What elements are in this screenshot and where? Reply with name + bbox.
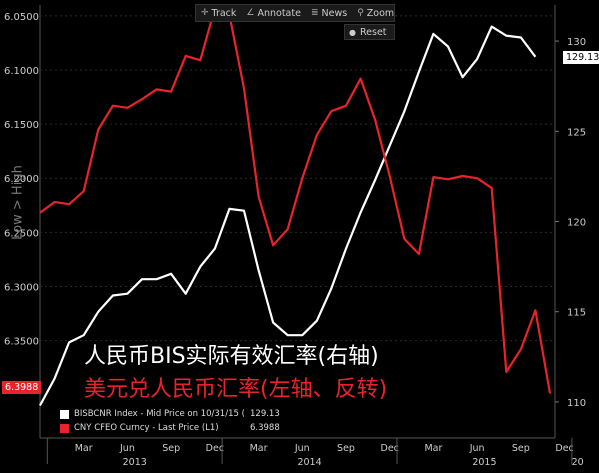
x-tick-label: Jun [469, 443, 485, 454]
x-tick-label: Jun [119, 443, 135, 454]
series-lines [39, 7, 552, 407]
x-tick-label: Sep [337, 443, 355, 454]
left-tick-label: 6.1500 [4, 120, 39, 131]
annotate-label: Annotate [257, 7, 301, 19]
x-tick-label: Sep [512, 443, 530, 454]
x-tick-label: Mar [250, 443, 268, 454]
legend-item[interactable]: BISBCNR Index - Mid Price on 10/31/15 (R… [60, 407, 290, 421]
track-button[interactable]: ✛ Track [196, 4, 241, 22]
right-tick-label: 120 [567, 218, 586, 229]
series-line-usdcny [39, 7, 552, 394]
x-year-label: 20 [572, 457, 584, 468]
legend-swatch-white [60, 409, 69, 419]
left-tick-label: 6.2500 [4, 228, 39, 239]
x-year-label: 2015 [472, 457, 496, 468]
x-tick-label: Dec [555, 443, 573, 454]
x-tick-label: Mar [424, 443, 442, 454]
right-tick-label: 130 [567, 37, 586, 48]
x-tick-label: Mar [75, 443, 93, 454]
left-tick-label: 6.3000 [4, 282, 39, 293]
left-axis-title: Low > High [10, 165, 26, 240]
legend-label: BISBCNR Index - Mid Price on 10/31/15 (R… [74, 409, 244, 419]
news-icon: ≣ [310, 8, 319, 18]
x-tick-label: Dec [381, 443, 399, 454]
overlay-title-usdcny: 美元兑人民币汇率(左轴、反转) [84, 377, 388, 402]
x-axis: Mar Jun Sep Dec Mar Jun Sep Dec Mar Jun Sep Dec 2013… [46, 438, 584, 468]
left-tick-label: 6.2000 [4, 174, 39, 185]
gridlines [39, 5, 556, 439]
x-year-label: 2013 [123, 457, 147, 468]
last-value-flag-left: 6.3988 [2, 381, 42, 394]
right-axis: 130 125 120 115 110 [555, 37, 586, 409]
left-tick-label: 6.0500 [4, 12, 39, 23]
left-tick-label: 6.1000 [4, 66, 39, 77]
zoom-icon: ⚲ [357, 8, 364, 18]
annotate-button[interactable]: ∠ Annotate [241, 4, 306, 22]
x-tick-label: Sep [162, 443, 180, 454]
crosshair-icon: ✛ [201, 8, 209, 18]
pencil-icon: ∠ [246, 8, 255, 18]
chart-toolbar: ✛ Track ∠ Annotate ≣ News ⚲ Zoom [195, 4, 395, 22]
last-value-flag-right: 129.13 [563, 51, 599, 64]
left-axis: 6.0500 6.1000 6.1500 6.2000 6.2500 6.3000 6.35… [4, 12, 39, 348]
reset-label: Reset [359, 26, 387, 38]
right-tick-label: 125 [567, 127, 586, 138]
x-tick-label: Dec [206, 443, 224, 454]
x-tick-label: Jun [294, 443, 310, 454]
right-tick-label: 115 [567, 308, 586, 319]
zoom-button[interactable]: ⚲ Zoom [352, 4, 399, 22]
reset-icon: ● [349, 27, 356, 37]
zoom-label: Zoom [366, 7, 395, 19]
legend-value: 6.3988 [250, 423, 280, 433]
track-label: Track [211, 7, 237, 19]
reset-button[interactable]: ● Reset [344, 24, 395, 40]
legend-swatch-red [60, 423, 69, 433]
legend-item[interactable]: CNY CFEO Curncy - Last Price (L1) 6.3988 [60, 421, 290, 435]
legend: BISBCNR Index - Mid Price on 10/31/15 (R… [60, 407, 290, 437]
legend-label: CNY CFEO Curncy - Last Price (L1) [74, 423, 219, 433]
right-tick-label: 110 [567, 398, 586, 409]
x-year-label: 2014 [297, 457, 321, 468]
legend-value: 129.13 [250, 409, 280, 419]
news-label: News [321, 7, 348, 19]
left-tick-label: 6.3500 [4, 337, 39, 348]
news-button[interactable]: ≣ News [306, 4, 352, 22]
overlay-title-reer: 人民币BIS实际有效汇率(右轴) [84, 344, 379, 369]
